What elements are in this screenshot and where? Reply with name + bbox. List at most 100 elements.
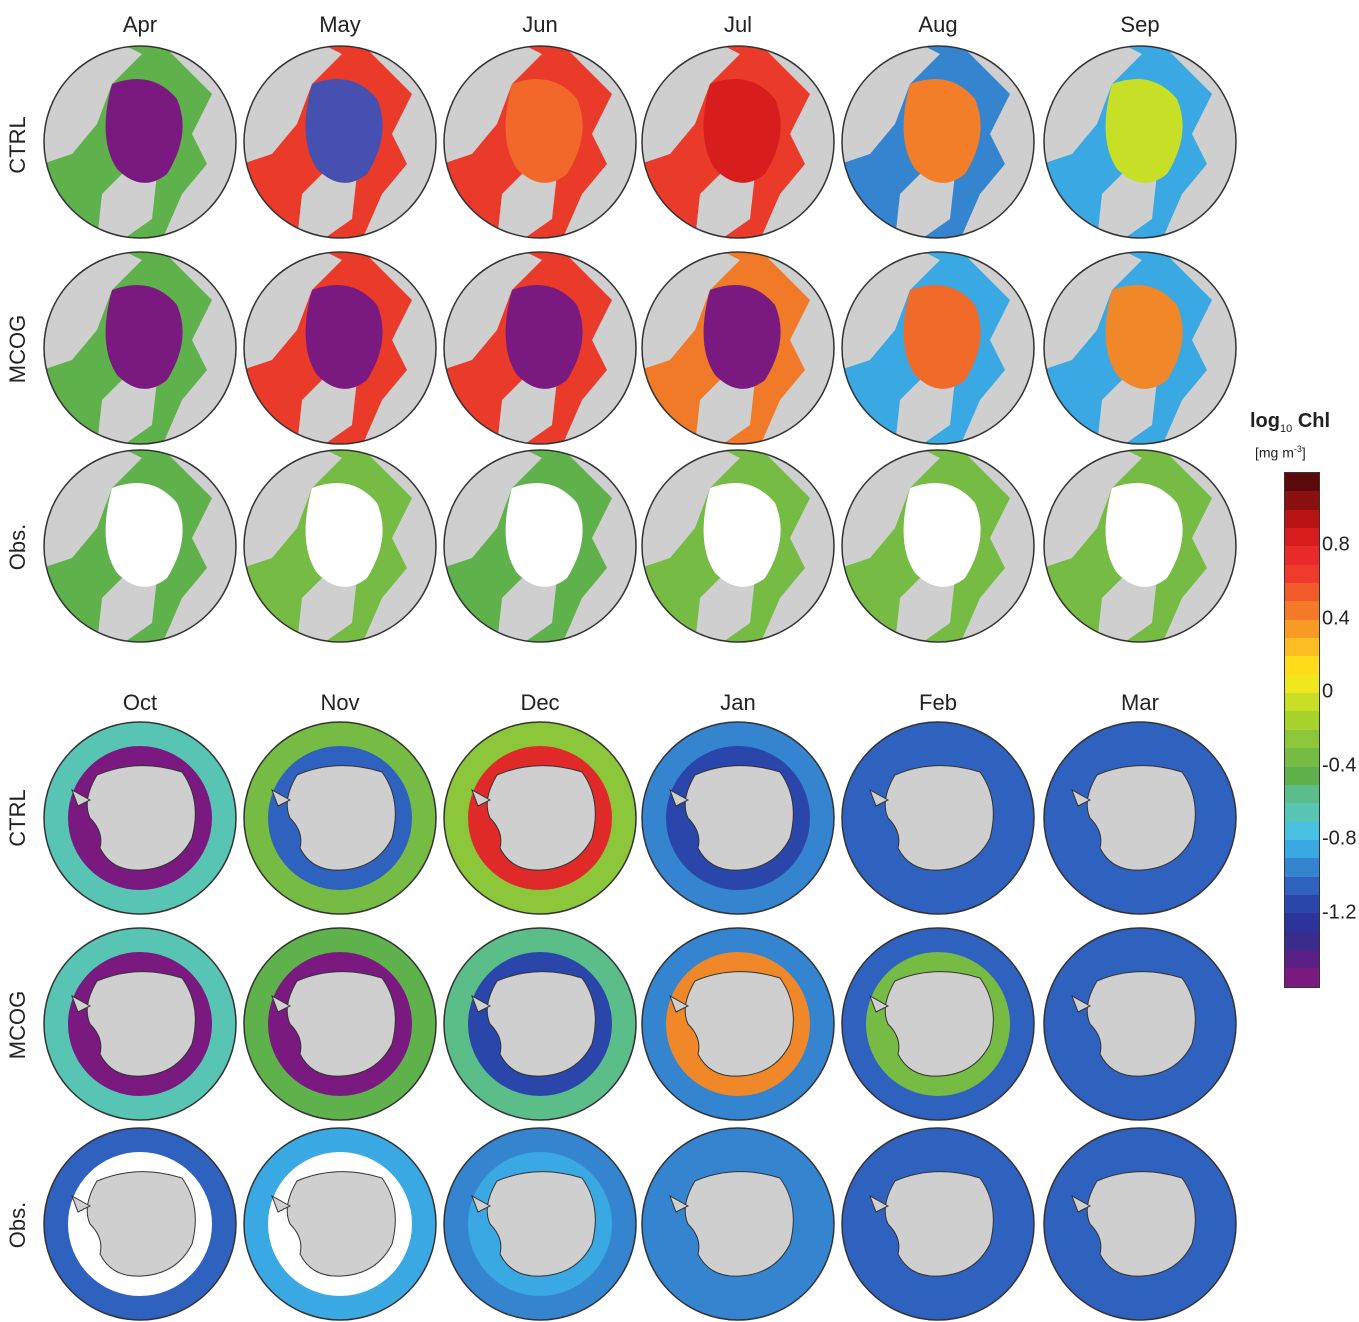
- colorbar-segment: [1285, 858, 1319, 877]
- arctic-map-svg: [243, 251, 437, 445]
- colorbar-title-log: log: [1250, 410, 1280, 432]
- arctic-map-jun-obs: [442, 448, 638, 644]
- antarctic-map-svg: [1043, 927, 1237, 1121]
- colorbar-segment: [1285, 564, 1319, 584]
- antarctic-map-svg: [641, 1127, 835, 1321]
- antarctic-map-svg: [443, 721, 637, 915]
- arctic-map-svg: [1043, 45, 1237, 239]
- colorbar-segment: [1285, 729, 1319, 749]
- antarctic-map-oct-mcog: [42, 926, 238, 1122]
- row-label-obs-arctic: Obs.: [5, 523, 30, 571]
- colorbar-segment: [1285, 528, 1319, 547]
- antarctic-map-nov-obs: [242, 1126, 438, 1322]
- month-label-aug: Aug: [918, 12, 958, 37]
- arctic-map-svg: [443, 251, 637, 445]
- month-label-jan: Jan: [720, 690, 756, 715]
- colorbar-segment: [1285, 803, 1319, 822]
- antarctic-map-svg: [243, 927, 437, 1121]
- colorbar-unit-post: ]: [1301, 444, 1306, 461]
- colorbar-segment: [1285, 656, 1319, 675]
- colorbar-segment: [1285, 509, 1319, 529]
- month-label-may: May: [319, 12, 361, 37]
- arctic-map-svg: [841, 251, 1035, 445]
- arctic-map-aug-ctrl: [840, 44, 1036, 240]
- antarctic-map-nov-ctrl: [242, 720, 438, 916]
- antarctic-map-svg: [43, 927, 237, 1121]
- colorbar-segment: [1285, 876, 1319, 895]
- row-label-obs-antarctic: Obs.: [5, 1201, 30, 1249]
- antarctic-map-nov-mcog: [242, 926, 438, 1122]
- arctic-map-svg: [43, 45, 237, 239]
- colorbar-tick-label: 0: [1322, 680, 1334, 703]
- antarctic-map-svg: [841, 721, 1035, 915]
- colorbar-segment: [1285, 546, 1319, 565]
- arctic-map-sep-obs: [1042, 448, 1238, 644]
- arctic-map-may-mcog: [242, 250, 438, 446]
- colorbar-segment: [1285, 821, 1319, 840]
- antarctic-map-oct-obs: [42, 1126, 238, 1322]
- colorbar-segment: [1285, 583, 1319, 602]
- arctic-map-svg: [1043, 449, 1237, 643]
- antarctic-map-feb-obs: [840, 1126, 1036, 1322]
- colorbar-segment: [1285, 784, 1319, 804]
- month-label-sep: Sep: [1120, 12, 1160, 37]
- antarctic-map-mar-obs: [1042, 1126, 1238, 1322]
- month-label-jul: Jul: [723, 12, 753, 37]
- antarctic-map-svg: [43, 1127, 237, 1321]
- antarctic-map-svg: [443, 927, 637, 1121]
- colorbar-segment: [1285, 619, 1319, 639]
- row-label-ctrl-arctic: CTRL: [5, 116, 30, 174]
- month-label-feb: Feb: [919, 690, 957, 715]
- arctic-map-svg: [841, 45, 1035, 239]
- arctic-map-apr-mcog: [42, 250, 238, 446]
- arctic-map-svg: [841, 449, 1035, 643]
- arctic-map-sep-mcog: [1042, 250, 1238, 446]
- antarctic-map-feb-ctrl: [840, 720, 1036, 916]
- arctic-map-jun-ctrl: [442, 44, 638, 240]
- antarctic-map-mar-mcog: [1042, 926, 1238, 1122]
- arctic-map-jul-obs: [640, 448, 836, 644]
- colorbar-segment: [1285, 748, 1319, 767]
- row-label-ctrl-antarctic: CTRL: [5, 789, 30, 847]
- arctic-map-may-ctrl: [242, 44, 438, 240]
- antarctic-map-feb-mcog: [840, 926, 1036, 1122]
- month-label-mar: Mar: [1121, 690, 1159, 715]
- arctic-map-aug-obs: [840, 448, 1036, 644]
- colorbar-tick-label: 0.4: [1322, 607, 1350, 630]
- arctic-map-jul-mcog: [640, 250, 836, 446]
- arctic-map-may-obs: [242, 448, 438, 644]
- colorbar-segment: [1285, 766, 1319, 785]
- colorbar-segment: [1285, 674, 1319, 694]
- antarctic-map-svg: [641, 721, 835, 915]
- arctic-map-svg: [43, 449, 237, 643]
- antarctic-map-jan-obs: [640, 1126, 836, 1322]
- colorbar-tick-label: -1.2: [1322, 901, 1357, 924]
- colorbar-title: log10 Chl: [1250, 410, 1330, 435]
- antarctic-map-jan-ctrl: [640, 720, 836, 916]
- arctic-map-svg: [443, 449, 637, 643]
- colorbar-segment: [1285, 894, 1319, 914]
- colorbar-segment: [1285, 913, 1319, 932]
- month-label-oct: Oct: [122, 690, 158, 715]
- colorbar-tick-label: 0.8: [1322, 533, 1350, 556]
- antarctic-map-svg: [641, 927, 835, 1121]
- colorbar-unit: [mg m-3]: [1255, 444, 1306, 461]
- antarctic-map-dec-ctrl: [442, 720, 638, 916]
- arctic-map-svg: [1043, 251, 1237, 445]
- month-label-jun: Jun: [522, 12, 558, 37]
- arctic-map-jun-mcog: [442, 250, 638, 446]
- antarctic-map-dec-obs: [442, 1126, 638, 1322]
- arctic-map-svg: [243, 449, 437, 643]
- arctic-map-svg: [641, 45, 835, 239]
- antarctic-map-svg: [841, 1127, 1035, 1321]
- row-label-mcog-antarctic: MCOG: [5, 990, 30, 1060]
- antarctic-map-dec-mcog: [442, 926, 638, 1122]
- colorbar-scale: [1284, 472, 1320, 988]
- antarctic-map-svg: [443, 1127, 637, 1321]
- colorbar-tick-label: -0.8: [1322, 827, 1357, 850]
- colorbar-segment: [1285, 931, 1319, 950]
- colorbar-title-base: 10: [1280, 423, 1293, 435]
- arctic-map-svg: [243, 45, 437, 239]
- colorbar-segment: [1285, 693, 1319, 712]
- antarctic-map-svg: [1043, 721, 1237, 915]
